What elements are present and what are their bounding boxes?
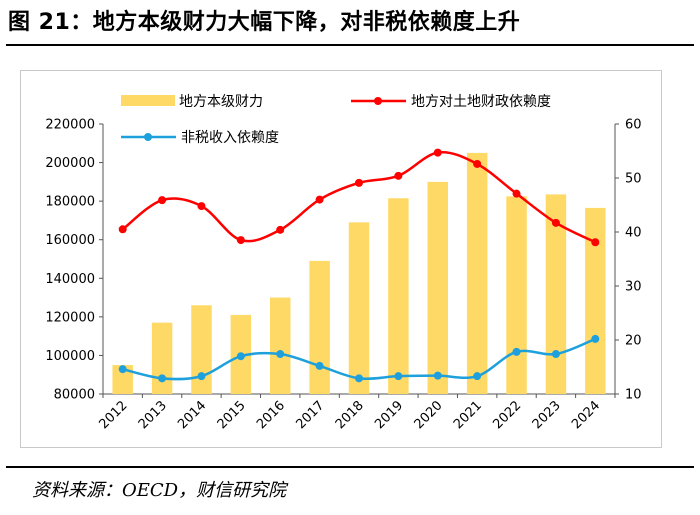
legend-label-land-dependency: 地方对土地财政依赖度 xyxy=(411,94,551,110)
x-tick-label: 2021 xyxy=(451,398,485,432)
chart-frame: 80000 100000 120000 140000 160000 180000 20000… xyxy=(20,70,662,448)
x-tick-label: 2024 xyxy=(569,398,603,432)
left-tick-label: 160000 xyxy=(45,233,95,248)
right-tick-label: 20 xyxy=(625,334,642,349)
left-tick-label: 80000 xyxy=(54,388,95,403)
point-nontax-dependency-2017 xyxy=(315,361,324,370)
point-land-dependency-2019 xyxy=(394,171,403,180)
bar-local-fiscal-2022 xyxy=(506,196,527,394)
point-nontax-dependency-2024 xyxy=(591,334,600,343)
bar-local-fiscal-2013 xyxy=(151,322,173,394)
point-land-dependency-2017 xyxy=(315,195,324,204)
combo-chart: 80000 100000 120000 140000 160000 180000 20000… xyxy=(45,94,642,432)
point-nontax-dependency-2020 xyxy=(433,371,442,380)
x-tick-label: 2022 xyxy=(490,398,524,432)
source-rule xyxy=(6,466,694,468)
right-tick-label: 50 xyxy=(625,172,642,187)
bar-local-fiscal-2019 xyxy=(388,198,409,394)
point-land-dependency-2012 xyxy=(118,225,127,234)
point-land-dependency-2023 xyxy=(551,218,560,227)
title-rule xyxy=(6,44,694,46)
x-tick-label: 2016 xyxy=(254,398,288,432)
right-tick-label: 60 xyxy=(625,118,642,133)
left-tick-label: 100000 xyxy=(45,349,95,364)
point-nontax-dependency-2016 xyxy=(276,350,285,359)
x-tick-label: 2013 xyxy=(136,398,170,432)
bar-local-fiscal-2016 xyxy=(269,297,291,394)
bar-local-fiscal-2017 xyxy=(309,260,330,394)
legend-marker-nontax-dependency xyxy=(144,133,152,141)
left-tick-label: 220000 xyxy=(45,118,95,133)
source-note: 资料来源：OECD，财信研究院 xyxy=(32,480,287,501)
point-nontax-dependency-2021 xyxy=(473,372,482,381)
left-tick-label: 200000 xyxy=(45,156,95,171)
x-tick-label: 2012 xyxy=(97,398,131,432)
point-land-dependency-2022 xyxy=(512,189,521,198)
right-tick-label: 30 xyxy=(625,280,642,295)
x-tick-label: 2015 xyxy=(215,398,249,432)
bar-local-fiscal-2012 xyxy=(112,365,133,394)
point-nontax-dependency-2023 xyxy=(551,350,560,359)
point-nontax-dependency-2018 xyxy=(355,374,363,383)
legend-marker-land-dependency xyxy=(374,97,382,105)
bar-local-fiscal-2020 xyxy=(427,181,449,394)
bar-local-fiscal-2023 xyxy=(545,194,567,394)
bar-local-fiscal-2024 xyxy=(585,207,606,394)
point-land-dependency-2014 xyxy=(197,202,206,211)
x-tick-label: 2023 xyxy=(530,398,564,432)
x-tick-label: 2019 xyxy=(372,398,406,432)
point-land-dependency-2018 xyxy=(355,178,363,187)
figure-title: 图 21：地方本级财力大幅下降，对非税依赖度上升 xyxy=(8,10,521,35)
legend-label-local-fiscal: 地方本级财力 xyxy=(179,94,263,110)
point-land-dependency-2013 xyxy=(158,196,167,205)
point-nontax-dependency-2022 xyxy=(512,347,521,356)
point-land-dependency-2020 xyxy=(433,148,442,157)
bar-local-fiscal-2021 xyxy=(466,152,488,394)
legend-label-nontax-dependency: 非税收入依赖度 xyxy=(181,130,279,146)
point-land-dependency-2016 xyxy=(276,225,285,234)
x-tick-label: 2014 xyxy=(175,398,209,432)
point-nontax-dependency-2014 xyxy=(197,372,206,381)
legend-swatch-local-fiscal xyxy=(121,95,175,106)
point-land-dependency-2021 xyxy=(473,159,482,168)
bar-local-fiscal-2018 xyxy=(348,222,370,394)
x-tick-label: 2017 xyxy=(293,398,327,432)
left-tick-label: 140000 xyxy=(45,272,95,287)
point-nontax-dependency-2013 xyxy=(158,374,167,383)
right-tick-label: 40 xyxy=(625,226,642,241)
line-series xyxy=(118,148,600,383)
point-land-dependency-2024 xyxy=(591,238,600,247)
x-tick-label: 2020 xyxy=(412,398,446,432)
left-tick-label: 180000 xyxy=(45,195,95,210)
left-tick-label: 120000 xyxy=(45,310,95,325)
bar-local-fiscal-2014 xyxy=(191,305,212,394)
bar-series xyxy=(112,152,606,394)
point-nontax-dependency-2012 xyxy=(118,365,127,374)
point-nontax-dependency-2015 xyxy=(236,352,245,361)
right-tick-label: 10 xyxy=(625,388,642,403)
x-tick-label: 2018 xyxy=(333,398,367,432)
point-nontax-dependency-2019 xyxy=(394,372,403,381)
point-land-dependency-2015 xyxy=(236,236,245,245)
